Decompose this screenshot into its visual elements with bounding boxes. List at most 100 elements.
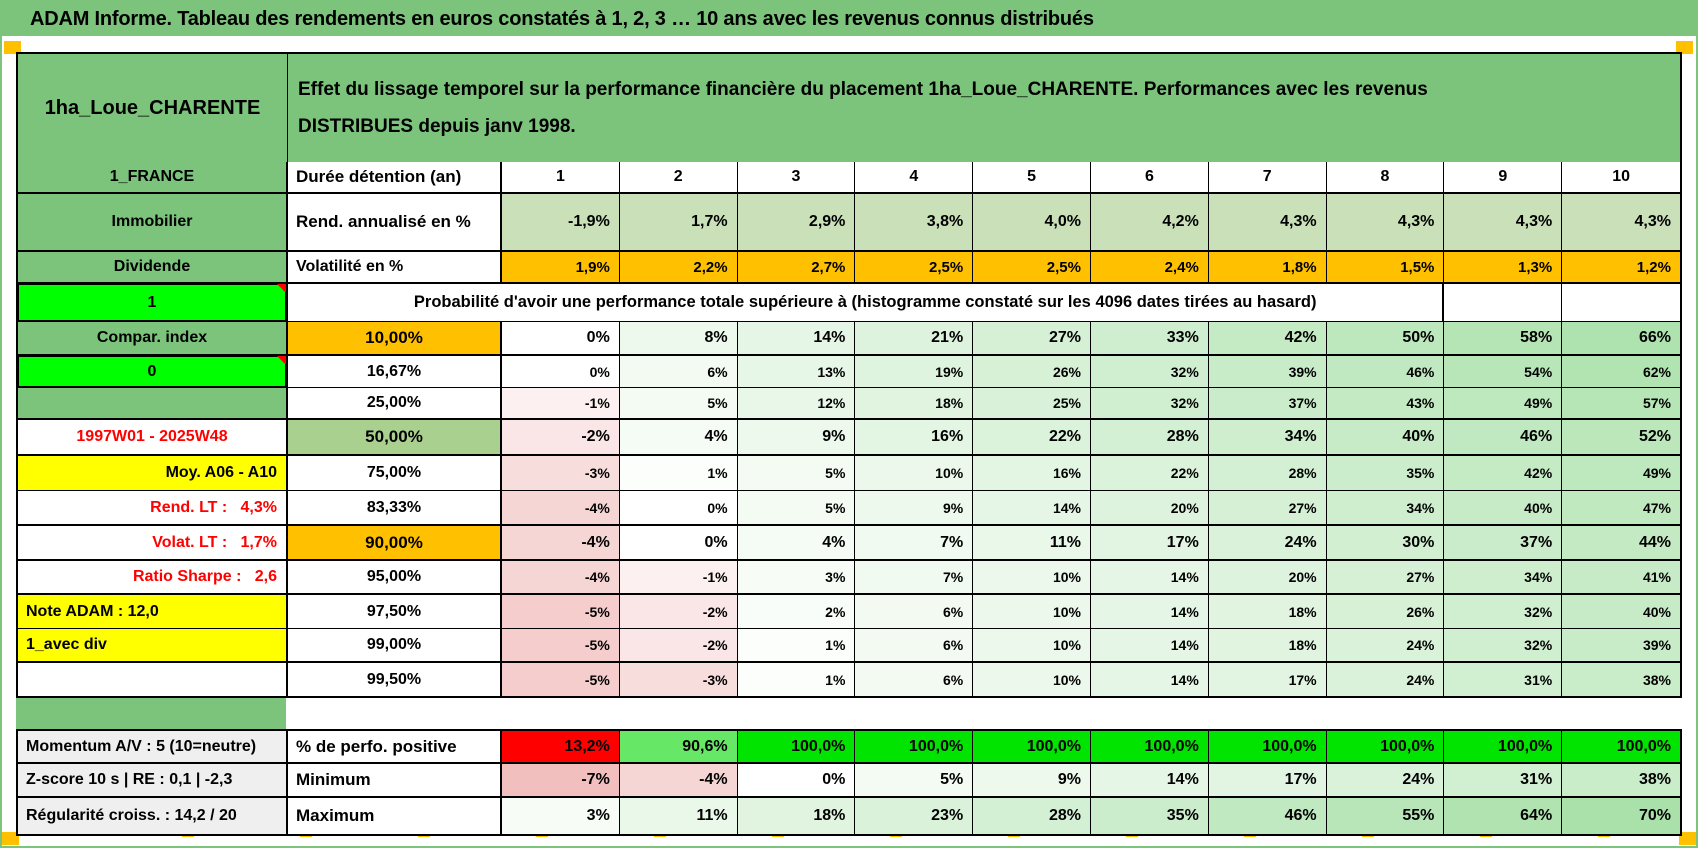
value-cell-p995-y5[interactable]: 10% [973,663,1091,696]
value-cell-annualized-return-y2[interactable]: 1,7% [619,194,738,250]
value-cell-p95-y3[interactable]: 3% [737,561,856,593]
row-left-label-p50[interactable]: 1997W01 - 2025W48 [18,420,288,454]
row-left-label-maximum[interactable]: Régularité croiss. : 14,2 / 20 [18,798,288,834]
value-cell-p90-y5[interactable]: 11% [973,526,1091,559]
value-cell-p10-y6[interactable]: 33% [1091,322,1209,354]
row-left-label-p75[interactable]: Moy. A06 - A10 [18,456,288,490]
value-cell-p50-y2[interactable]: 4% [619,420,738,454]
value-cell-p99-y8[interactable]: 24% [1326,629,1445,661]
value-cell-p16-y7[interactable]: 39% [1208,356,1327,387]
row-left-label-p97[interactable]: Note ADAM : 12,0 [18,595,288,628]
value-cell-p75-y1[interactable]: -3% [502,456,620,490]
value-cell-p75-y10[interactable]: 49% [1562,456,1680,490]
value-cell-p95-y10[interactable]: 41% [1562,561,1680,593]
value-cell-p50-y3[interactable]: 9% [737,420,856,454]
value-cell-p25-y10[interactable]: 57% [1562,388,1680,418]
value-cell-p95-y6[interactable]: 14% [1091,561,1209,593]
value-cell-volatility-y3[interactable]: 2,7% [737,252,856,282]
value-cell-p10-y4[interactable]: 21% [855,322,974,354]
value-cell-p25-y9[interactable]: 49% [1444,388,1563,418]
value-cell-minimum-y7[interactable]: 17% [1208,764,1327,796]
value-cell-p99-y7[interactable]: 18% [1208,629,1327,661]
value-cell-maximum-y8[interactable]: 55% [1326,798,1445,834]
row-left-label-p99[interactable]: 1_avec div [18,629,288,661]
value-cell-p83-y10[interactable]: 47% [1562,491,1680,524]
probability-header-cell[interactable]: Probabilité d'avoir une performance tota… [288,284,1445,321]
value-cell-p95-y7[interactable]: 20% [1208,561,1327,593]
value-cell-p90-y1[interactable]: -4% [502,526,620,559]
value-cell-minimum-y2[interactable]: -4% [619,764,738,796]
value-cell-positive-perf-y3[interactable]: 100,0% [737,731,856,762]
value-cell-p25-y3[interactable]: 12% [737,388,856,418]
value-cell-p16-y10[interactable]: 62% [1562,356,1680,387]
value-cell-annualized-return-y4[interactable]: 3,8% [855,194,974,250]
value-cell-positive-perf-y10[interactable]: 100,0% [1562,731,1680,762]
value-cell-p25-y6[interactable]: 32% [1091,388,1209,418]
value-cell-annualized-return-y9[interactable]: 4,3% [1444,194,1563,250]
row-left-label-p995[interactable] [18,663,288,696]
value-cell-maximum-y9[interactable]: 64% [1444,798,1563,834]
description-cell[interactable]: Effet du lissage temporel sur la perform… [288,54,1680,162]
value-cell-maximum-y1[interactable]: 3% [502,798,620,834]
value-cell-p83-y6[interactable]: 20% [1091,491,1209,524]
value-cell-p97-y3[interactable]: 2% [737,595,856,628]
value-cell-p90-y10[interactable]: 44% [1562,526,1680,559]
value-cell-p75-y6[interactable]: 22% [1091,456,1209,490]
value-cell-p16-y8[interactable]: 46% [1326,356,1445,387]
value-cell-p95-y2[interactable]: -1% [619,561,738,593]
value-cell-p90-y7[interactable]: 24% [1208,526,1327,559]
value-cell-p10-y8[interactable]: 50% [1326,322,1445,354]
value-cell-p90-y8[interactable]: 30% [1326,526,1445,559]
value-cell-duration-header-y1[interactable]: 1 [502,162,620,192]
value-cell-duration-header-y3[interactable]: 3 [737,162,856,192]
value-cell-annualized-return-y5[interactable]: 4,0% [973,194,1091,250]
value-cell-duration-header-y6[interactable]: 6 [1091,162,1209,192]
value-cell-p90-y2[interactable]: 0% [619,526,738,559]
value-cell-annualized-return-y1[interactable]: -1,9% [502,194,620,250]
row-left-label-volatility[interactable]: Dividende [18,252,288,282]
value-cell-p90-y4[interactable]: 7% [855,526,974,559]
value-cell-minimum-y1[interactable]: -7% [502,764,620,796]
row-label-volatility[interactable]: Volatilité en % [288,252,502,282]
row-left-label-annualized-return[interactable]: Immobilier [18,194,288,250]
value-cell-p50-y4[interactable]: 16% [855,420,974,454]
value-cell-maximum-y5[interactable]: 28% [973,798,1091,834]
value-cell-p83-y1[interactable]: -4% [502,491,620,524]
value-cell-p10-y7[interactable]: 42% [1208,322,1327,354]
value-cell-p83-y9[interactable]: 40% [1444,491,1563,524]
value-cell-volatility-y2[interactable]: 2,2% [619,252,738,282]
value-cell-annualized-return-y3[interactable]: 2,9% [737,194,856,250]
value-cell-p10-y5[interactable]: 27% [973,322,1091,354]
value-cell-volatility-y5[interactable]: 2,5% [973,252,1091,282]
value-cell-p25-y4[interactable]: 18% [855,388,974,418]
value-cell-p10-y2[interactable]: 8% [619,322,738,354]
value-cell-p50-y8[interactable]: 40% [1326,420,1445,454]
row-label-p16[interactable]: 16,67% [288,356,502,387]
row-label-p995[interactable]: 99,50% [288,663,502,696]
value-cell-p75-y3[interactable]: 5% [737,456,856,490]
value-cell-p83-y2[interactable]: 0% [619,491,738,524]
value-cell-p75-y2[interactable]: 1% [619,456,738,490]
value-cell-p10-y3[interactable]: 14% [737,322,856,354]
value-cell-p75-y9[interactable]: 42% [1444,456,1563,490]
value-cell-p83-y8[interactable]: 34% [1326,491,1445,524]
row-label-minimum[interactable]: Minimum [288,764,502,796]
value-cell-p50-y10[interactable]: 52% [1562,420,1680,454]
value-cell-maximum-y4[interactable]: 23% [855,798,974,834]
value-cell-maximum-y6[interactable]: 35% [1091,798,1209,834]
value-cell-p16-y3[interactable]: 13% [737,356,856,387]
value-cell-maximum-y2[interactable]: 11% [619,798,738,834]
value-cell-p97-y2[interactable]: -2% [619,595,738,628]
row-label-p83[interactable]: 83,33% [288,491,502,524]
value-cell-p83-y7[interactable]: 27% [1208,491,1327,524]
value-cell-p97-y7[interactable]: 18% [1208,595,1327,628]
value-cell-positive-perf-y2[interactable]: 90,6% [619,731,738,762]
value-cell-p50-y9[interactable]: 46% [1444,420,1563,454]
value-cell-p99-y1[interactable]: -5% [502,629,620,661]
value-cell-maximum-y3[interactable]: 18% [737,798,856,834]
value-cell-p99-y6[interactable]: 14% [1091,629,1209,661]
value-cell-p25-y2[interactable]: 5% [619,388,738,418]
row-label-p97[interactable]: 97,50% [288,595,502,628]
value-cell-duration-header-y2[interactable]: 2 [619,162,738,192]
value-cell-p16-y1[interactable]: 0% [502,356,620,387]
